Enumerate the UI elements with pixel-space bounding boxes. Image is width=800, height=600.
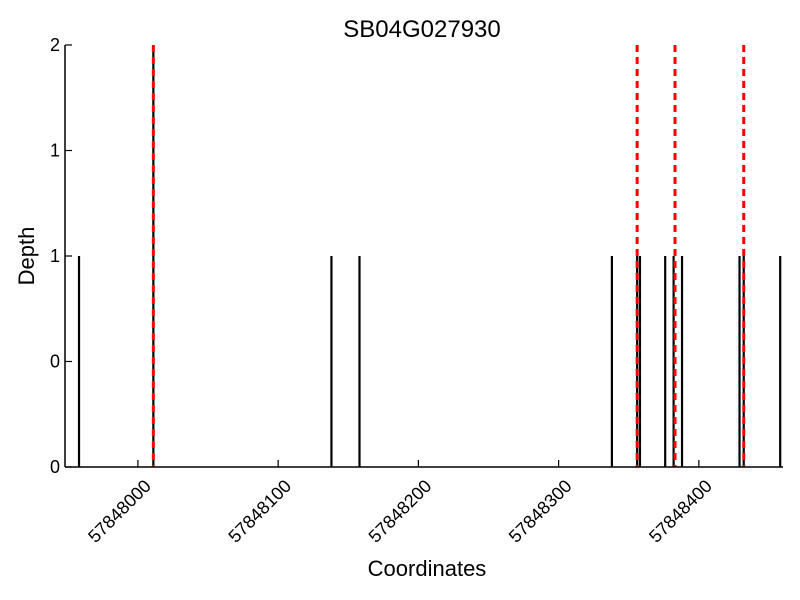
x-tick-label: 57848100 bbox=[224, 476, 295, 547]
y-tick-label: 2 bbox=[50, 35, 60, 55]
y-tick-label: 0 bbox=[50, 457, 60, 477]
x-tick-label: 57848000 bbox=[84, 476, 155, 547]
x-tick-label: 57848400 bbox=[645, 476, 716, 547]
y-tick-label: 1 bbox=[50, 141, 60, 161]
x-ticks: 57848000 57848100 57848200 57848300 57848400 bbox=[84, 460, 716, 547]
y-axis-label: Depth bbox=[14, 227, 39, 286]
x-tick-label: 57848300 bbox=[505, 476, 576, 547]
x-axis-label: Coordinates bbox=[368, 556, 487, 581]
y-ticks: 0 0 1 1 2 bbox=[50, 35, 72, 477]
x-tick-label: 57848200 bbox=[365, 476, 436, 547]
vlines-layer bbox=[151, 45, 746, 467]
y-tick-label: 0 bbox=[50, 352, 60, 372]
chart-title: SB04G027930 bbox=[343, 16, 500, 43]
y-tick-label: 1 bbox=[50, 246, 60, 266]
